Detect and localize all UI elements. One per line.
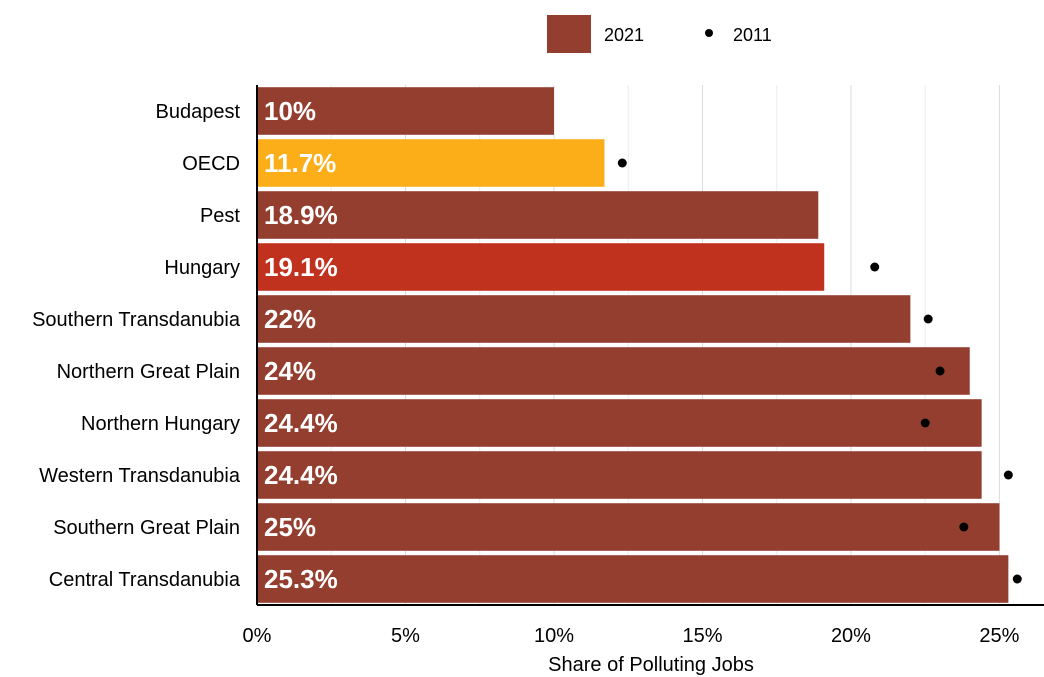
bar-value-label: 10% — [264, 96, 316, 126]
x-tick-label: 15% — [682, 625, 722, 647]
bar-pest — [257, 191, 819, 239]
bar-value-label: 24.4% — [264, 460, 338, 490]
y-tick-label: Hungary — [164, 257, 240, 279]
bar-value-label: 25% — [264, 512, 316, 542]
bar-value-label: 11.7% — [264, 148, 336, 178]
y-tick-label: OECD — [182, 153, 240, 175]
dot-2011-hungary — [870, 262, 880, 272]
bar-hungary — [257, 243, 825, 291]
x-tick-label: 25% — [979, 625, 1019, 647]
bar-value-label: 24% — [264, 356, 316, 386]
bar-central-transdanubia — [257, 555, 1009, 603]
x-tick-label: 10% — [534, 625, 574, 647]
bar-western-transdanubia — [257, 451, 982, 499]
legend-label-2011: 2011 — [733, 25, 772, 45]
bar-value-label: 19.1% — [264, 252, 338, 282]
dot-2011-northern-great-plain — [935, 366, 945, 376]
bar-value-label: 22% — [264, 304, 316, 334]
dot-2011-oecd — [617, 158, 627, 168]
x-tick-label: 0% — [243, 625, 272, 647]
x-tick-label: 5% — [391, 625, 420, 647]
bar-southern-transdanubia — [257, 295, 911, 343]
bar-northern-great-plain — [257, 347, 970, 395]
y-tick-label: Pest — [200, 205, 240, 227]
dot-2011-southern-transdanubia — [923, 314, 933, 324]
dot-2011-southern-great-plain — [959, 522, 969, 532]
bar-oecd — [257, 139, 605, 187]
y-tick-label: Northern Hungary — [81, 413, 240, 435]
bar-northern-hungary — [257, 399, 982, 447]
dot-2011-northern-hungary — [920, 418, 930, 428]
bars: 10% 11.7% 18.9% 19.1% 22% 24% 24.4% 24.4% 25% 25.… — [257, 87, 1009, 603]
legend-dot-2011 — [705, 29, 713, 37]
bar-value-label: 25.3% — [264, 564, 338, 594]
dots-2011 — [617, 158, 1022, 584]
bar-southern-great-plain — [257, 503, 1000, 551]
bar-value-label: 18.9% — [264, 200, 338, 230]
y-tick-label: Budapest — [155, 101, 240, 123]
bar-value-label: 24.4% — [264, 408, 338, 438]
y-tick-label: Southern Great Plain — [53, 517, 240, 539]
x-axis-title: Share of Polluting Jobs — [548, 654, 754, 676]
y-tick-label: Southern Transdanubia — [32, 309, 241, 331]
y-tick-label: Central Transdanubia — [49, 569, 241, 591]
y-tick-label: Western Transdanubia — [39, 465, 241, 487]
bar-budapest — [257, 87, 554, 135]
dot-2011-central-transdanubia — [1012, 574, 1022, 584]
legend: 2021 2011 — [547, 15, 772, 53]
legend-label-2021: 2021 — [604, 25, 644, 45]
y-tick-label: Northern Great Plain — [57, 361, 240, 383]
dot-2011-western-transdanubia — [1003, 470, 1013, 480]
x-tick-label: 20% — [831, 625, 871, 647]
legend-swatch-2021 — [547, 15, 591, 53]
axes: 0% 5% 10% 15% 20% 25% Budapest OECD Pest Hungary S… — [32, 85, 1044, 647]
